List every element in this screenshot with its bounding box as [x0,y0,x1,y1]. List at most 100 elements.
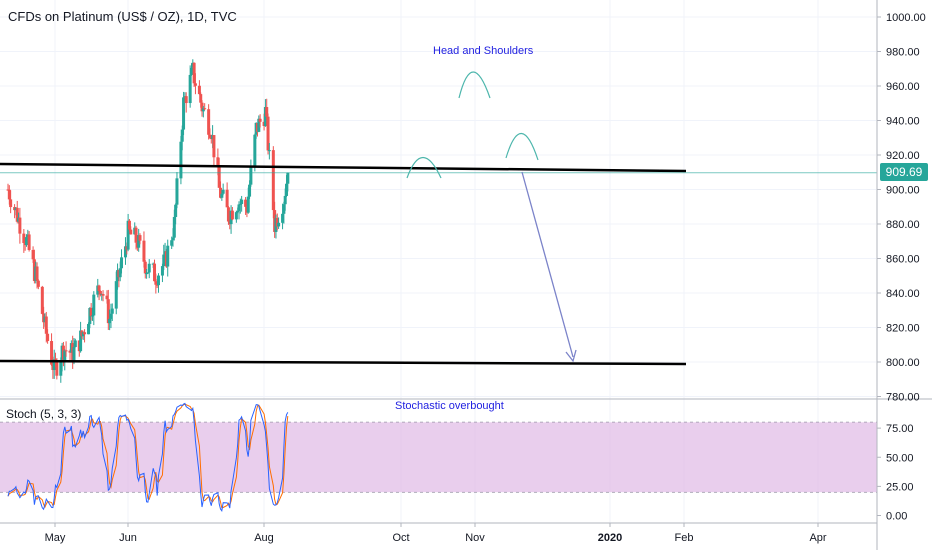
candle [192,62,196,87]
candle [175,172,179,209]
right-shoulder-arc [505,132,539,161]
candle [126,213,130,252]
candle [225,182,229,208]
stoch-tick-label: 0.00 [886,511,907,523]
candle [174,203,178,225]
arrow-head [565,349,577,363]
stoch-tick-label: 75.00 [886,423,914,435]
candle [40,285,44,315]
candle [123,237,127,265]
y-tick-label: 840.00 [886,288,920,300]
candle [129,226,133,235]
candle [221,183,225,196]
candle [166,239,170,277]
candle [18,207,22,244]
candle [147,259,151,279]
candle [207,104,211,140]
candle [106,289,110,330]
current-price-label: 909.69 [880,163,928,181]
candle [83,329,87,343]
y-tick-label: 800.00 [886,357,920,369]
candle [286,172,290,192]
candle-series [6,59,290,383]
candle [230,206,234,221]
candle [180,125,184,151]
candle [282,201,286,224]
candle [234,210,238,223]
projection-arrow [521,171,574,358]
candle [98,290,102,297]
x-tick-label: 2020 [598,532,622,544]
stoch-k-line [7,402,289,513]
candle [89,303,93,321]
candle [9,190,13,214]
candle [22,229,26,253]
candle [201,105,205,118]
candle [92,291,96,326]
stoch-tick-label: 25.00 [886,481,914,493]
y-tick-label: 920.00 [886,150,920,162]
candle [162,244,166,271]
stoch-tick-label: 50.00 [886,452,914,464]
candle [203,103,207,111]
candle [73,338,77,348]
candle [240,195,244,212]
left-shoulder-arc [406,157,442,179]
y-tick-label: 960.00 [886,81,920,93]
candle [156,273,160,293]
resistance-line [0,162,687,173]
candle [277,217,281,229]
stoch-title: Stoch (5, 3, 3) [6,407,82,421]
candle [153,259,157,282]
x-tick-label: Feb [675,532,694,544]
stochastic-overbought-label: Stochastic overbought [395,400,504,412]
candle [212,135,216,166]
candle [120,249,124,274]
candle [266,113,270,155]
candle [108,309,112,331]
x-tick-label: Apr [809,532,826,544]
candle [197,80,201,95]
candle [101,290,105,302]
candle [127,219,131,232]
candle [64,341,68,357]
candle [79,321,83,353]
candle [145,268,149,279]
candle [184,92,188,113]
candle [182,91,186,136]
candle [27,231,31,252]
candle [110,303,114,321]
candle [271,146,275,219]
y-tick-label: 980.00 [886,47,920,59]
candle [267,142,271,160]
candle [142,231,146,268]
candle [52,349,56,379]
candle [46,329,50,344]
stoch-d-line [7,403,289,509]
candle [63,349,67,371]
trend-drawings [0,71,877,366]
candle [36,279,40,290]
y-tick-label: 780.00 [886,392,920,404]
y-tick-label: 900.00 [886,185,920,197]
y-tick-label: 880.00 [886,219,920,231]
x-tick-label: Jun [119,532,137,544]
support-line [0,359,687,366]
y-tick-label: 940.00 [886,116,920,128]
x-tick-label: Aug [254,532,274,544]
candle [143,260,147,279]
y-tick-label: 1000.00 [886,12,926,24]
chart-title: CFDs on Platinum (US$ / OZ), 1D, TVC [8,9,237,24]
candle [154,273,158,294]
head-shoulders-label: Head and Shoulders [433,45,534,57]
candle [258,114,262,128]
candle [160,263,164,283]
x-tick-label: Nov [465,532,485,544]
x-tick-label: May [45,532,66,544]
head-arc [458,71,491,99]
y-tick-label: 820.00 [886,323,920,335]
candle [87,322,91,335]
x-tick-label: Oct [392,532,409,544]
